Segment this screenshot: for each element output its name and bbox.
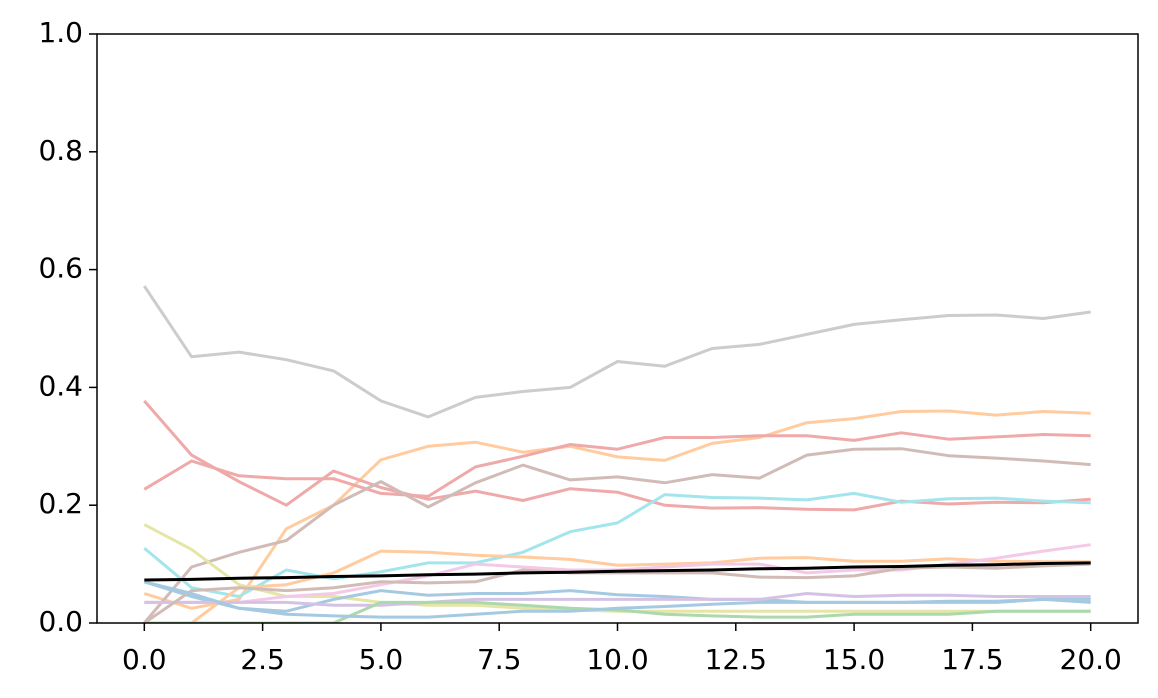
- series-line: [143, 447, 1091, 623]
- y-tick-label: 0.6: [38, 252, 83, 285]
- y-tick-label: 0.2: [38, 487, 83, 520]
- y-tick-label: 0.8: [38, 134, 83, 167]
- plot-area: [143, 285, 1091, 623]
- y-tick-label: 1.0: [38, 16, 83, 49]
- series-line: [143, 562, 1091, 623]
- series-line: [144, 549, 1091, 623]
- series-line: [143, 399, 1091, 512]
- series-line: [143, 580, 1091, 619]
- series-line: [143, 431, 1091, 498]
- x-tick-label: 17.5: [941, 643, 1003, 676]
- series-line: [143, 409, 1091, 610]
- x-tick-label: 10.0: [586, 643, 648, 676]
- y-tick-label: 0.4: [38, 369, 83, 402]
- series-line: [143, 285, 1091, 419]
- series-line: [143, 491, 1091, 598]
- axes-frame: [96, 33, 1139, 624]
- x-tick-label: 5.0: [359, 643, 404, 676]
- x-tick-label: 0.0: [122, 643, 167, 676]
- y-tick-label: 0.0: [38, 605, 83, 638]
- x-tick-label: 20.0: [1060, 643, 1122, 676]
- series-line: [144, 600, 1091, 623]
- x-tick-label: 7.5: [477, 643, 522, 676]
- series-line: [144, 561, 1091, 582]
- series-line: [144, 592, 1091, 607]
- x-tick-label: 15.0: [823, 643, 885, 676]
- x-tick-label: 2.5: [240, 643, 285, 676]
- x-tick-label: 12.5: [705, 643, 767, 676]
